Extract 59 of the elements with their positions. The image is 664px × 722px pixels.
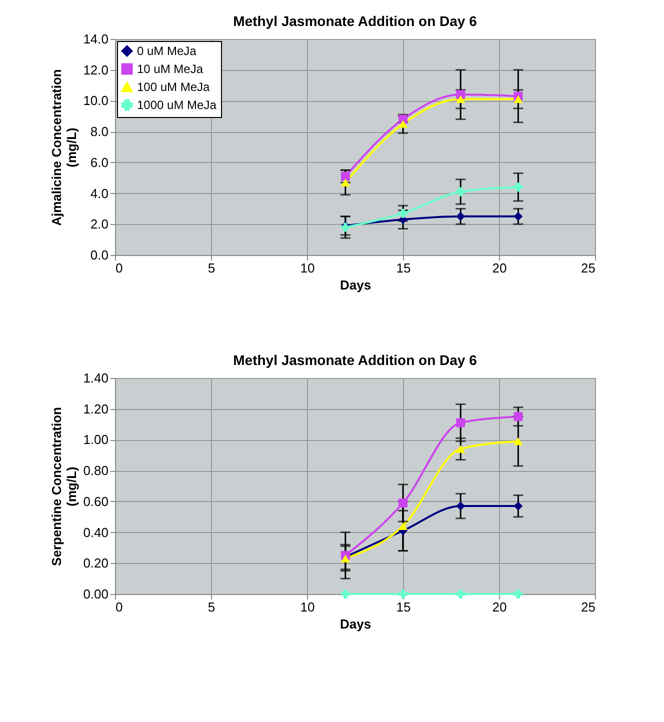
y-tick-label: 4.0 <box>90 186 108 201</box>
point <box>340 590 350 598</box>
x-tick-label: 10 <box>300 260 315 276</box>
point <box>514 590 523 598</box>
point <box>456 90 466 100</box>
legend-label: 10 uM MeJa <box>137 62 204 76</box>
y-axis-title: Ajmalicine Concentration (mg/L) <box>49 69 80 226</box>
x-tick-label: 25 <box>581 600 596 614</box>
y-tick-label: 0.0 <box>90 248 108 262</box>
x-axis-title: Days <box>340 616 372 632</box>
y-tick-label: 0.40 <box>83 524 108 540</box>
x-tick-label: 15 <box>396 600 411 614</box>
point <box>456 590 466 598</box>
y-tick-label: 0.20 <box>83 556 108 571</box>
point <box>340 178 350 186</box>
y-tick-label: 0.00 <box>83 586 108 602</box>
point <box>456 187 466 196</box>
y-tick-label: 1.40 <box>83 370 108 386</box>
legend-label: 0 uM MeJa <box>137 44 197 58</box>
point <box>514 502 523 511</box>
y-tick-label: 14.0 <box>83 32 108 46</box>
y-tick-label: 6.0 <box>90 154 108 170</box>
point <box>456 418 466 428</box>
point <box>456 445 466 453</box>
point <box>456 95 466 104</box>
x-tick-label: 5 <box>208 600 216 614</box>
point <box>398 522 408 530</box>
point <box>514 437 523 446</box>
x-tick-label: 20 <box>492 260 507 276</box>
legend-label: 100 uM MeJa <box>137 80 210 94</box>
chart-title: Methyl Jasmonate Addition on Day 6 <box>233 13 478 29</box>
y-tick-label: 12.0 <box>83 62 108 78</box>
point <box>514 182 523 192</box>
x-tick-label: 0 <box>116 260 123 276</box>
y-tick-label: 8.0 <box>90 124 108 140</box>
point <box>514 212 523 221</box>
point <box>514 412 523 422</box>
x-tick-label: 15 <box>396 260 411 276</box>
y-tick-label: 10.0 <box>83 93 108 108</box>
y-axis-title: Serpentine Concentration (mg/L) <box>49 406 80 566</box>
y-tick-label: 0.60 <box>83 494 108 509</box>
y-tick-label: 1.00 <box>83 432 108 448</box>
x-axis-title: Days <box>340 278 372 292</box>
point <box>398 498 408 508</box>
chart-title: Methyl Jasmonate Addition on Day 6 <box>233 352 478 368</box>
y-tick-label: 0.80 <box>83 463 108 478</box>
x-tick-label: 10 <box>300 600 315 614</box>
y-tick-label: 1.20 <box>83 401 108 416</box>
x-tick-label: 25 <box>581 260 596 276</box>
point <box>456 212 466 221</box>
point <box>398 208 408 218</box>
point <box>398 120 408 128</box>
x-tick-label: 5 <box>208 260 216 276</box>
x-tick-label: 20 <box>492 600 507 614</box>
point <box>398 590 408 598</box>
legend-label: 1000 uM MeJa <box>137 98 217 112</box>
y-tick-label: 2.0 <box>90 216 108 232</box>
x-tick-label: 0 <box>116 600 123 614</box>
point <box>514 95 523 104</box>
